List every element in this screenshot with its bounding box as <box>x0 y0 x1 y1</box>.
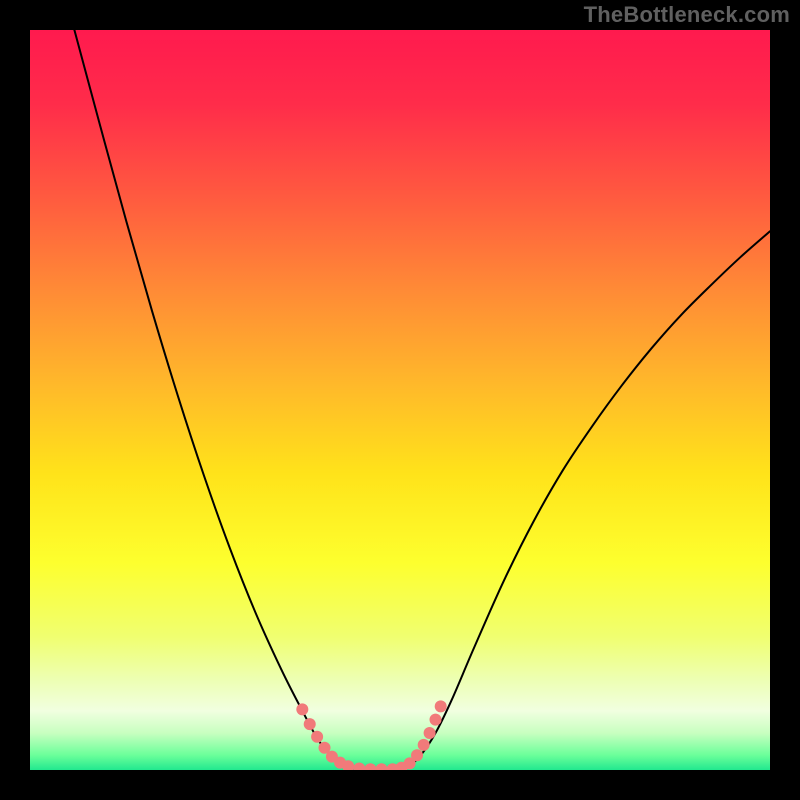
outer-frame: TheBottleneck.com <box>0 0 800 800</box>
watermark-label: TheBottleneck.com <box>584 2 790 28</box>
highlight-marker <box>435 700 447 712</box>
highlight-marker <box>430 714 442 726</box>
highlight-marker <box>424 727 436 739</box>
highlight-marker <box>411 749 423 761</box>
gradient-background <box>30 30 770 770</box>
chart-svg <box>30 30 770 770</box>
plot-area <box>30 30 770 770</box>
highlight-marker <box>304 718 316 730</box>
highlight-marker <box>296 703 308 715</box>
highlight-marker <box>311 731 323 743</box>
highlight-marker <box>418 739 430 751</box>
